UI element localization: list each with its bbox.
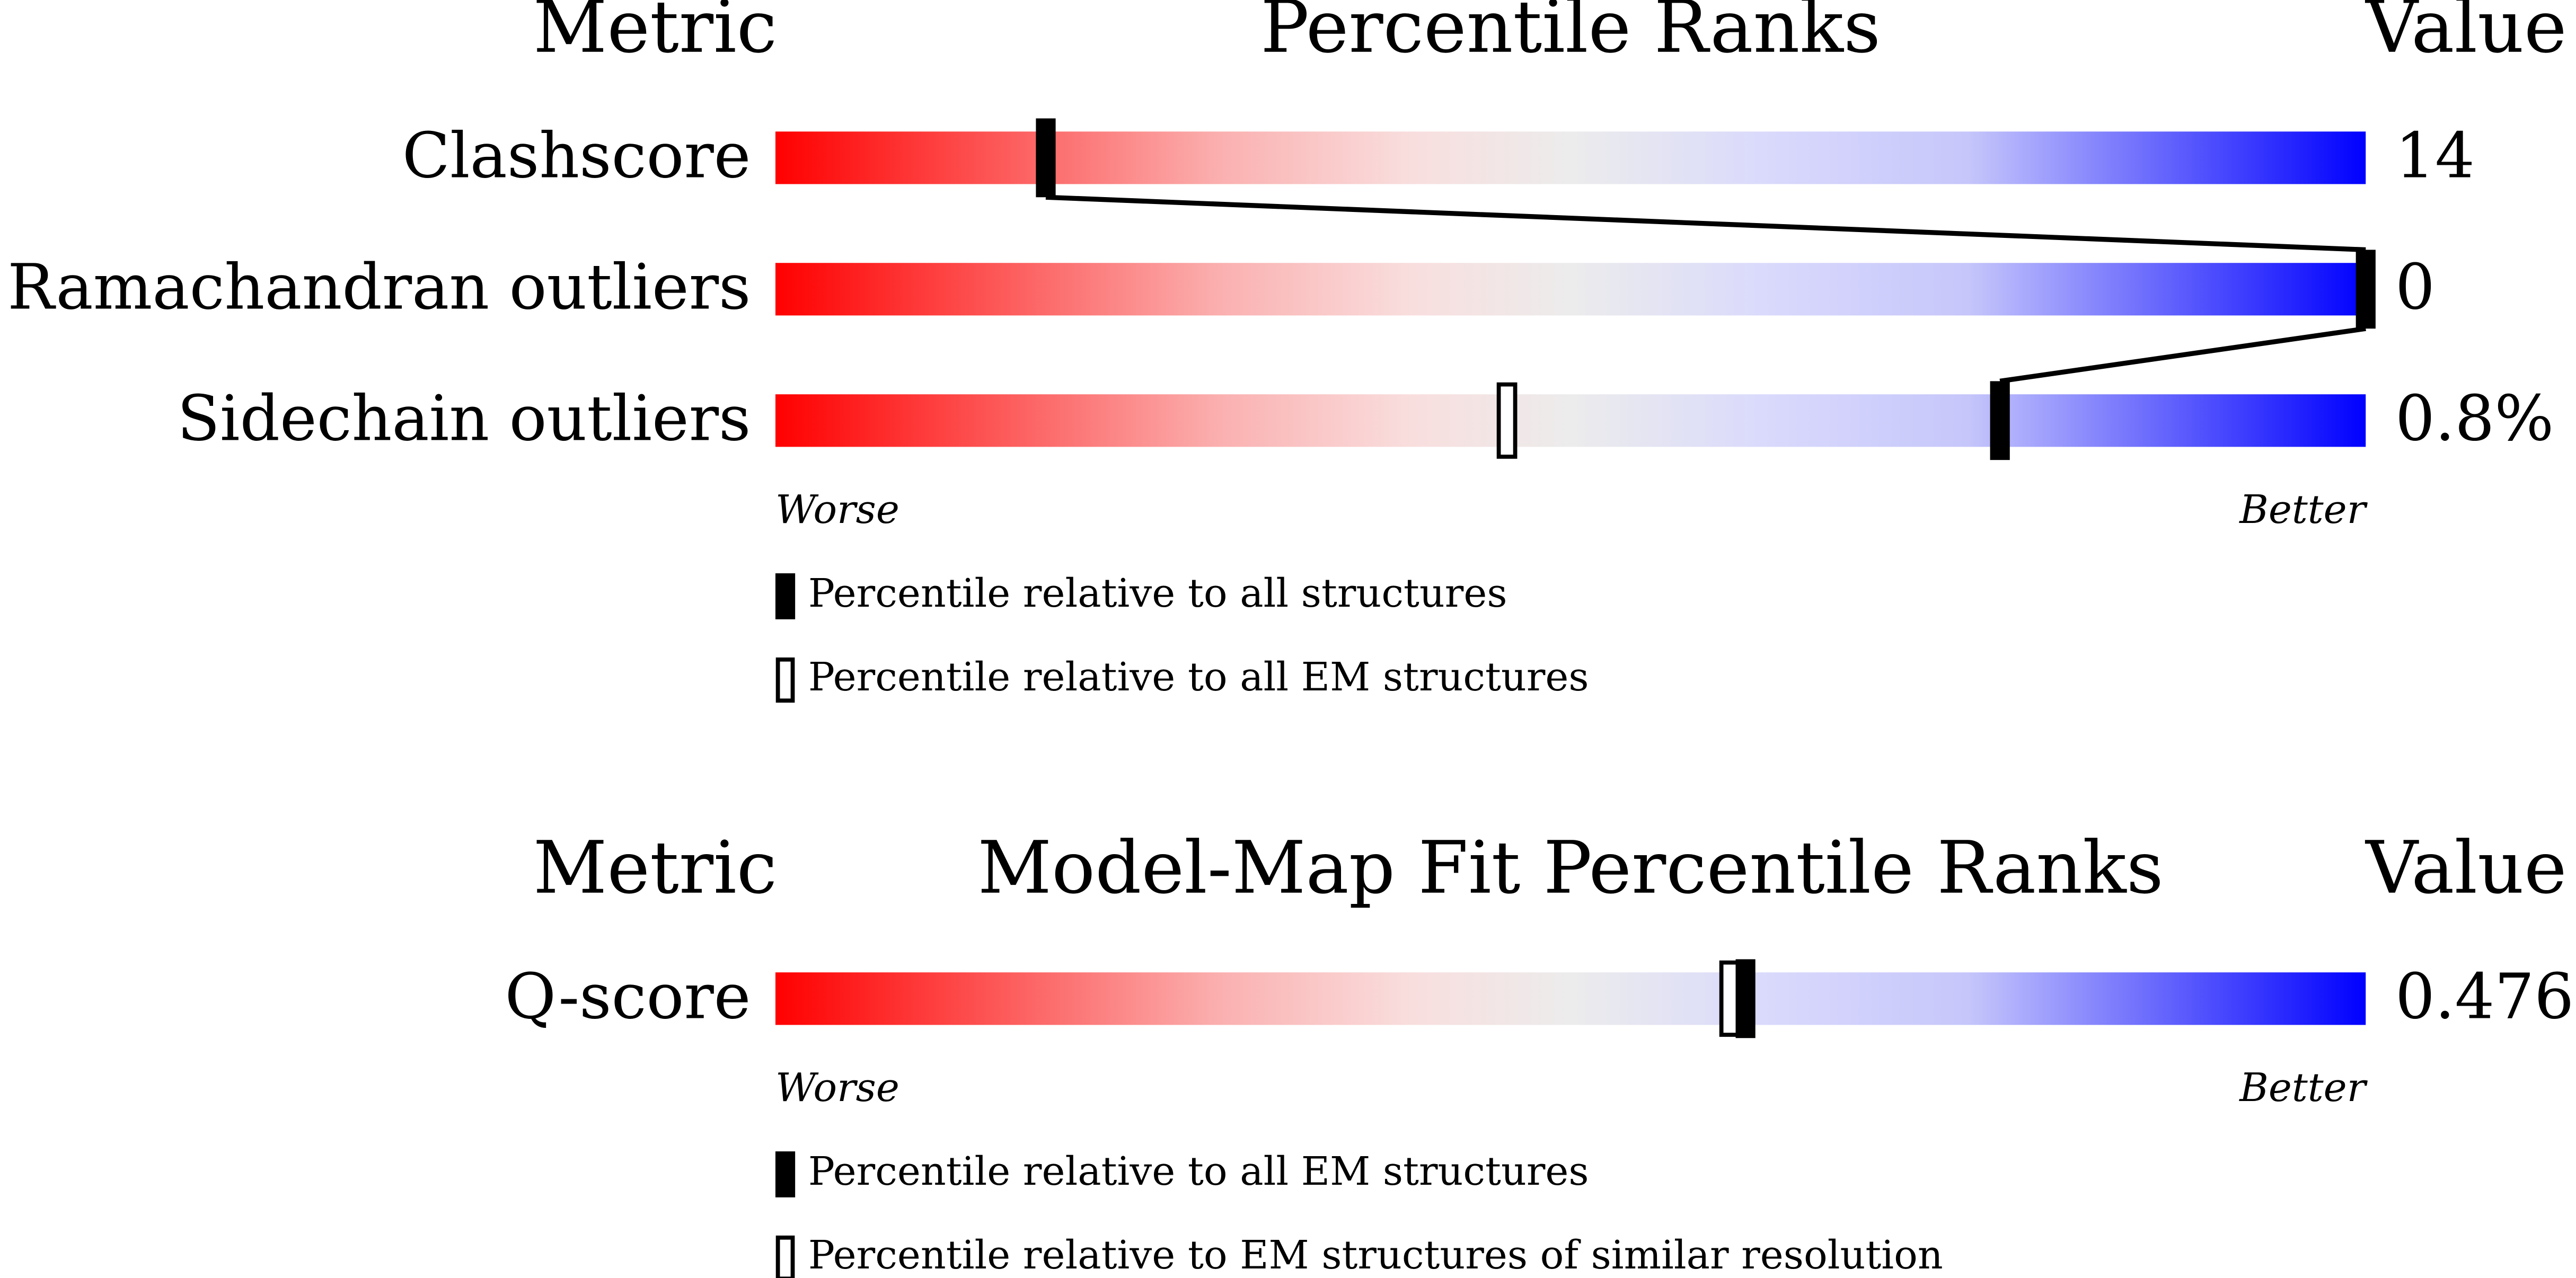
header-value: Value — [2365, 0, 2566, 69]
percentile-bar — [775, 394, 2366, 447]
all-percentile-marker — [2356, 250, 2376, 329]
header-title: Model-Map Fit Percentile Ranks — [977, 826, 2163, 910]
header-title: Percentile Ranks — [1260, 0, 1881, 69]
legend-open-icon — [775, 1235, 795, 1278]
metric-label: Sidechain outliers — [177, 383, 751, 455]
legend-filled-icon — [775, 573, 796, 619]
metric-value: 0.8% — [2395, 383, 2554, 455]
better-label: Better — [2238, 1064, 2368, 1111]
header-value: Value — [2365, 826, 2566, 910]
legend-label: Percentile relative to all structures — [808, 570, 1507, 616]
percentile-bar — [775, 131, 2366, 184]
better-label: Better — [2238, 486, 2368, 532]
all-percentile-marker — [1735, 959, 1755, 1039]
metric-value: 0 — [2395, 251, 2435, 324]
legend-label: Percentile relative to EM structures of … — [808, 1232, 1943, 1278]
percentile-bar — [775, 263, 2366, 316]
worse-label: Worse — [775, 1064, 899, 1111]
all-percentile-marker — [1036, 118, 1056, 198]
metric-label: Ramachandran outliers — [7, 251, 751, 324]
em-percentile-marker — [1496, 382, 1518, 459]
metric-value: 14 — [2395, 120, 2475, 192]
connector — [1045, 194, 2366, 384]
metric-label: Q-score — [505, 961, 751, 1033]
metric-label: Clashscore — [402, 120, 751, 192]
legend-filled-icon — [775, 1151, 796, 1197]
em-percentile-marker — [1719, 960, 1740, 1037]
legend-open-icon — [775, 657, 795, 703]
metric-value: 0.476 — [2395, 961, 2574, 1033]
header-metric: Metric — [533, 0, 777, 69]
worse-label: Worse — [775, 486, 899, 532]
header-metric: Metric — [533, 826, 777, 910]
legend-label: Percentile relative to all EM structures — [808, 1148, 1589, 1194]
legend-label: Percentile relative to all EM structures — [808, 654, 1589, 700]
percentile-bar — [775, 972, 2366, 1025]
all-percentile-marker — [1990, 381, 2010, 460]
